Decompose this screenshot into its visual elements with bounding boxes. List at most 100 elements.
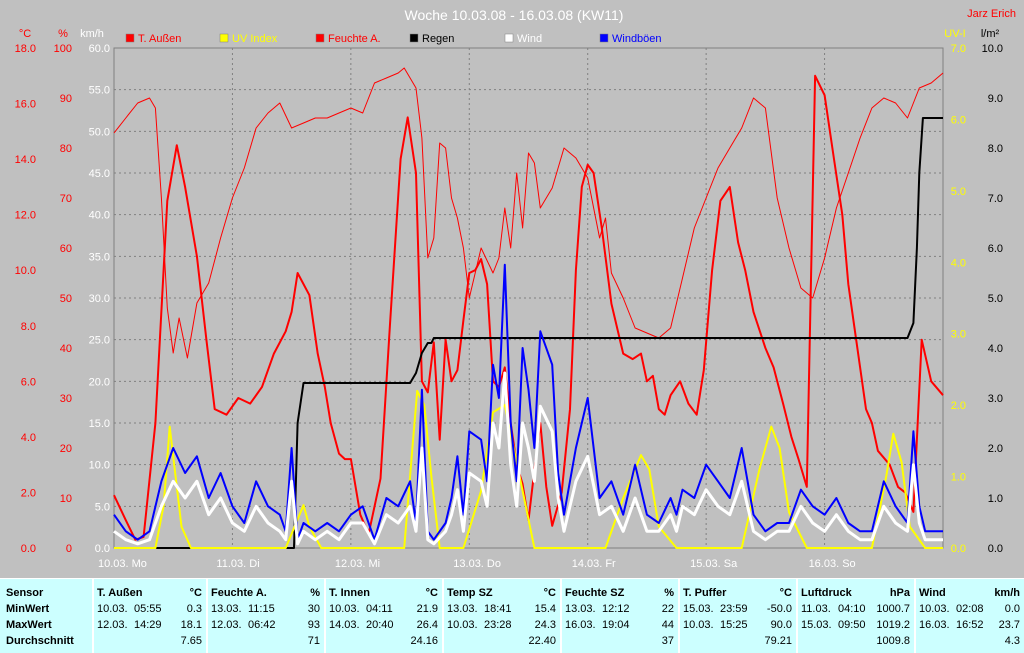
stats-row: 79.21	[680, 633, 796, 649]
stats-time: 14:29	[134, 619, 162, 631]
axes-layer: 0.0 2.0 4.0 6.0 8.0 10.0 12.0 14.0 16.0 18.0 0 10 20…	[15, 43, 1003, 570]
uv-tick-label: 6.0	[951, 114, 966, 126]
stats-date: 15.03.	[683, 603, 714, 615]
stats-time: 05:55	[134, 603, 162, 615]
stats-col-title: T. Puffer	[683, 587, 727, 599]
stats-value: 22	[661, 603, 674, 615]
uv-tick-label: 5.0	[951, 186, 966, 198]
humidity-tick-label: 30	[60, 393, 72, 405]
stats-value: 21.9	[416, 603, 438, 615]
stats-time: 19:04	[602, 619, 630, 631]
stats-col: Wind km/h 10.03. 02:08 0.0 16.03. 16:52 23.7 4.3	[914, 579, 1024, 653]
stats-col-unit: °C	[425, 587, 438, 599]
humidity-tick-label: 50	[60, 293, 72, 305]
series-line-gust	[113, 263, 943, 541]
rain-tick-label: 4.0	[988, 343, 1003, 355]
x-tick-label: 12.03. Mi	[335, 558, 380, 570]
wind-tick-label: 50.0	[89, 126, 110, 138]
wind-tick-label: 0.0	[95, 543, 110, 555]
legend-label: Feuchte A.	[328, 33, 381, 45]
stats-date: 12.03.	[211, 619, 242, 631]
stats-date: 10.03.	[97, 603, 128, 615]
stats-col-unit: °C	[189, 587, 202, 599]
stats-row: 13.03. 18:41 15.4	[444, 601, 560, 617]
stats-date: 14.03.	[329, 619, 360, 631]
stats-col-title: Luftdruck	[801, 587, 852, 599]
temp-tick-label: 16.0	[15, 99, 36, 111]
stats-row: 22.40	[444, 633, 560, 649]
stats-time: 09:50	[838, 619, 866, 631]
stats-time: 04:10	[838, 603, 866, 615]
stats-date: 13.03.	[565, 603, 596, 615]
stats-row: 16.03. 19:04 44	[562, 617, 678, 633]
uv-axis-unit: UV-I	[944, 28, 965, 40]
uv-tick-label: 1.0	[951, 472, 966, 484]
humidity-tick-label: 90	[60, 93, 72, 105]
wind-tick-label: 15.0	[89, 418, 110, 430]
chart-author: Jarz Erich	[967, 8, 1016, 20]
stats-value: 1009.8	[876, 635, 910, 647]
stats-col-unit: %	[310, 587, 320, 599]
stats-row: 12.03. 06:42 93	[208, 617, 324, 633]
stats-value: -50.0	[766, 603, 792, 615]
stats-col: Luftdruck hPa 11.03. 04:10 1000.7 15.03. 09:50…	[796, 579, 914, 653]
stats-col-title: Temp SZ	[447, 587, 493, 599]
legend-label: UV Index	[232, 33, 278, 45]
plot-area	[113, 47, 944, 549]
stats-value: 24.3	[534, 619, 556, 631]
stats-row: 1009.8	[798, 633, 914, 649]
rain-tick-label: 6.0	[988, 243, 1003, 255]
wind-tick-label: 30.0	[89, 293, 110, 305]
weather-week-chart: 0.0 2.0 4.0 6.0 8.0 10.0 12.0 14.0 16.0 18.0 0 10 20…	[0, 0, 1024, 578]
stats-time: 23:28	[484, 619, 512, 631]
wind-tick-label: 55.0	[89, 85, 110, 97]
legend-swatch	[504, 33, 514, 43]
temp-tick-label: 2.0	[21, 487, 36, 499]
stats-row: 37	[562, 633, 678, 649]
stats-col-unit: hPa	[889, 587, 910, 599]
legend-swatch	[219, 33, 229, 43]
stats-row: 10.03. 23:28 24.3	[444, 617, 560, 633]
stats-row: 12.03. 14:29 18.1	[94, 617, 206, 633]
stats-time: 04:11	[366, 603, 393, 615]
humidity-tick-label: 10	[60, 493, 72, 505]
legend: T. Außen UV Index Feuchte A. Regen Wind Windb…	[125, 33, 662, 45]
temp-tick-label: 14.0	[15, 154, 36, 166]
stats-row: 13.03. 11:15 30	[208, 601, 324, 617]
stats-row: 16.03. 16:52 23.7	[916, 617, 1024, 633]
uv-tick-label: 4.0	[951, 257, 966, 269]
temp-axis-unit: °C	[19, 28, 31, 40]
legend-swatch	[599, 33, 609, 43]
stats-value: 7.65	[180, 635, 202, 647]
stats-col-unit: km/h	[994, 587, 1020, 599]
humidity-tick-label: 80	[60, 143, 72, 155]
humidity-tick-label: 60	[60, 243, 72, 255]
stats-time: 16:52	[956, 619, 984, 631]
stats-date: 15.03.	[801, 619, 832, 631]
stats-value: 90.0	[770, 619, 792, 631]
x-tick-label: 15.03. Sa	[690, 558, 738, 570]
humidity-tick-label: 40	[60, 343, 72, 355]
legend-swatch	[315, 33, 325, 43]
wind-tick-label: 10.0	[89, 460, 110, 472]
stats-value: 26.4	[416, 619, 438, 631]
wind-tick-label: 45.0	[89, 168, 110, 180]
wind-tick-label: 20.0	[89, 376, 110, 388]
rain-tick-label: 7.0	[988, 193, 1003, 205]
stats-value: 30	[307, 603, 320, 615]
stats-value: 44	[661, 619, 674, 631]
temp-tick-label: 18.0	[15, 43, 36, 55]
stats-col-title: Wind	[919, 587, 946, 599]
stats-value: 79.21	[764, 635, 792, 647]
stats-col-unit: °C	[779, 587, 792, 599]
stats-value: 15.4	[534, 603, 556, 615]
stats-row: 24.16	[326, 633, 442, 649]
humidity-axis-unit: %	[58, 28, 68, 40]
stats-value: 23.7	[998, 619, 1020, 631]
stats-row: 15.03. 23:59 -50.0	[680, 601, 796, 617]
stats-row-label: MaxWert	[6, 619, 52, 631]
rain-tick-label: 1.0	[988, 493, 1003, 505]
wind-tick-label: 60.0	[89, 43, 110, 55]
x-tick-label: 11.03. Di	[216, 558, 259, 570]
series-line-humidity	[113, 67, 944, 359]
